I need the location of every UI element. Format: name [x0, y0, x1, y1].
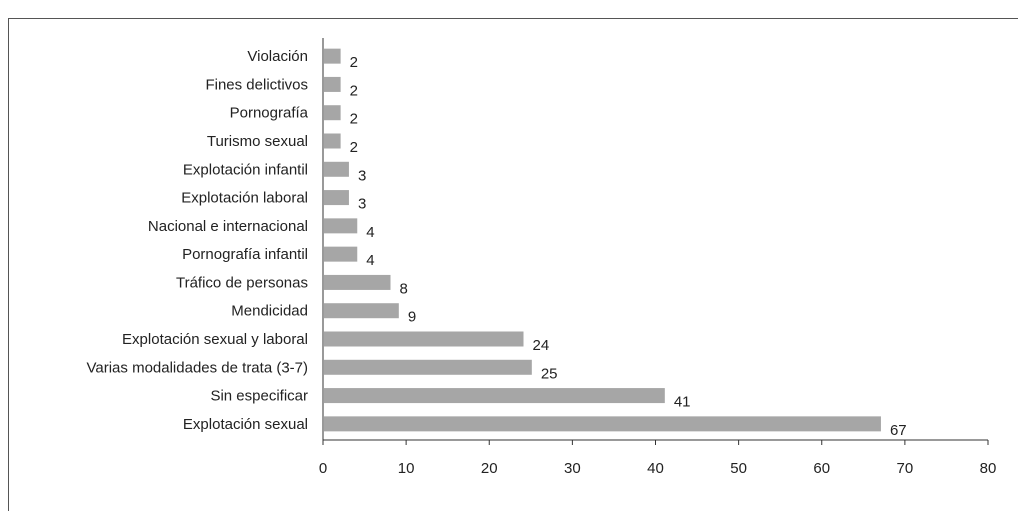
category-label: Sin especificar [210, 388, 308, 405]
data-label: 8 [400, 280, 408, 297]
bar [324, 105, 341, 121]
data-label: 2 [350, 111, 358, 128]
bar [324, 161, 349, 177]
category-label: Mendicidad [231, 303, 308, 320]
data-label: 3 [358, 196, 366, 213]
data-label: 4 [366, 252, 374, 269]
data-label: 4 [366, 224, 374, 241]
bar [324, 218, 358, 234]
category-label: Fines delictivos [205, 76, 308, 93]
category-label: Explotación infantil [183, 161, 308, 178]
category-label: Explotación sexual [183, 416, 308, 433]
x-tick-label: 70 [897, 460, 914, 477]
x-tick-label: 10 [398, 460, 415, 477]
x-tick-label: 20 [481, 460, 498, 477]
category-label: Violación [247, 48, 308, 65]
bar [324, 133, 341, 149]
category-label: Varias modalidades de trata (3-7) [87, 359, 309, 376]
category-label: Nacional e internacional [148, 218, 308, 235]
x-tick-label: 80 [980, 460, 997, 477]
bar [324, 416, 881, 432]
bar [324, 303, 399, 319]
bar [324, 388, 665, 404]
bar [324, 190, 349, 206]
data-label: 9 [408, 309, 416, 326]
frame-top-border [8, 18, 1018, 19]
category-label: Pornografía [230, 105, 309, 122]
x-ticks-group: 0 10 20 30 40 50 60 70 80 [319, 440, 997, 477]
category-label: Explotación laboral [181, 190, 308, 207]
bars-group [324, 48, 881, 432]
category-label: Turismo sexual [207, 133, 308, 150]
data-label: 2 [350, 139, 358, 156]
x-tick-label: 0 [319, 460, 327, 477]
x-tick-label: 50 [730, 460, 747, 477]
x-tick-label: 30 [564, 460, 581, 477]
category-labels-group: Violación Fines delictivos Pornografía Turi… [87, 48, 309, 433]
data-label: 67 [890, 422, 907, 439]
category-label: Explotación sexual y laboral [122, 331, 308, 348]
data-label: 2 [350, 54, 358, 71]
category-label: Tráfico de personas [176, 274, 308, 291]
data-label: 25 [541, 365, 558, 382]
bar [324, 359, 532, 375]
data-label: 3 [358, 167, 366, 184]
bar [324, 48, 341, 64]
x-tick-label: 60 [813, 460, 830, 477]
data-label: 2 [350, 82, 358, 99]
bar [324, 331, 524, 347]
axes-group [322, 38, 988, 441]
data-label: 41 [674, 394, 691, 411]
data-label: 24 [533, 337, 550, 354]
bar [324, 246, 358, 262]
category-label: Pornografía infantil [182, 246, 308, 263]
x-tick-label: 40 [647, 460, 664, 477]
frame-left-border [8, 18, 9, 511]
bar [324, 274, 391, 290]
bar [324, 76, 341, 92]
